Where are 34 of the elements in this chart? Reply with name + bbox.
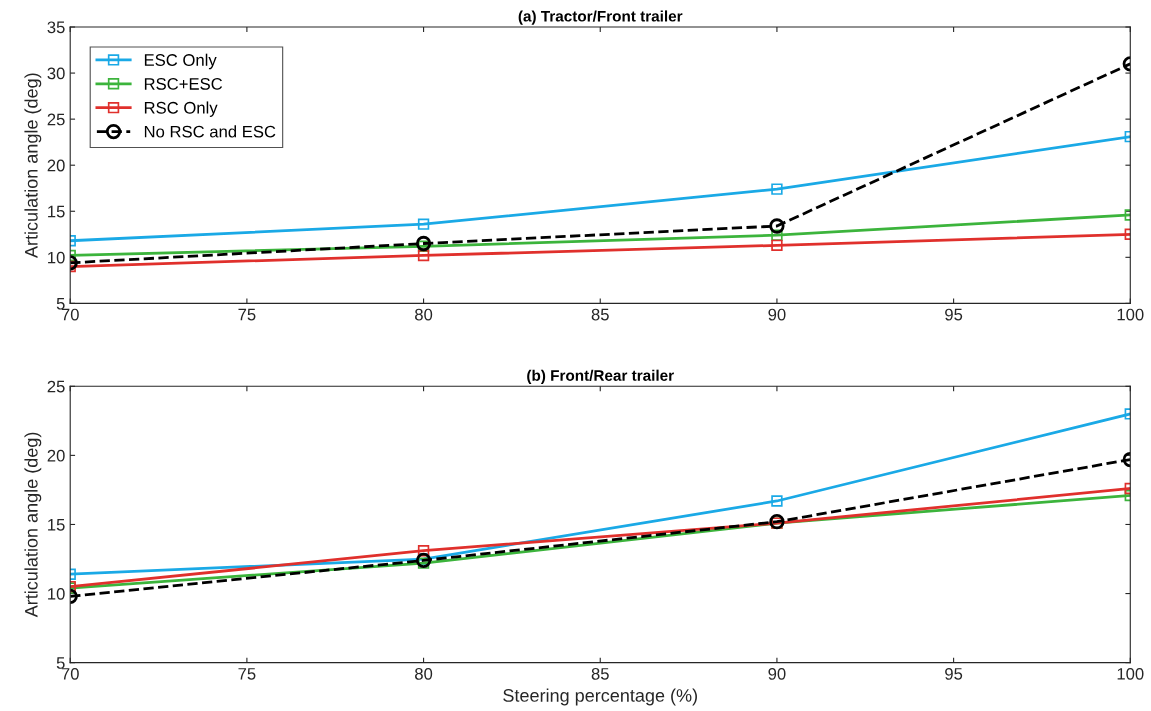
y-tick-label: 15 bbox=[48, 205, 65, 218]
y-axis-title: Articulation angle (deg) bbox=[24, 73, 42, 258]
x-tick-label: 90 bbox=[768, 667, 786, 680]
x-tick-label: 70 bbox=[61, 308, 79, 321]
x-tick-label: 80 bbox=[415, 667, 433, 680]
y-tick-label: 10 bbox=[48, 251, 65, 264]
y-tick-label: 5 bbox=[56, 297, 65, 310]
chart-title: (b) Front/Rear trailer bbox=[527, 369, 674, 384]
legend-label: No RSC and ESC bbox=[144, 125, 276, 138]
x-tick-label: 75 bbox=[238, 308, 256, 321]
x-tick-label: 100 bbox=[1117, 308, 1144, 321]
y-tick-label: 20 bbox=[47, 449, 65, 462]
x-tick-label: 85 bbox=[591, 308, 609, 321]
y-tick-label: 20 bbox=[47, 159, 65, 172]
y-tick-label: 5 bbox=[56, 657, 65, 669]
legend-label: RSC Only bbox=[144, 101, 218, 117]
y-tick-label: 25 bbox=[47, 113, 65, 126]
y-axis-title: Articulation angle (deg) bbox=[24, 432, 42, 618]
x-tick-label: 95 bbox=[945, 308, 963, 321]
legend-label: ESC Only bbox=[144, 53, 217, 70]
y-tick-label: 25 bbox=[47, 380, 65, 393]
y-tick-label: 15 bbox=[48, 519, 65, 531]
y-tick-label: 10 bbox=[48, 587, 65, 600]
x-tick-label: 90 bbox=[768, 308, 786, 321]
x-tick-label: 85 bbox=[591, 667, 609, 680]
x-axis-title: Steering percentage (%) bbox=[503, 688, 697, 706]
y-tick-label: 35 bbox=[47, 21, 65, 34]
legend-label: RSC+ESC bbox=[144, 77, 223, 90]
x-tick-label: 75 bbox=[238, 668, 256, 680]
y-tick-label: 30 bbox=[47, 67, 65, 80]
x-tick-label: 80 bbox=[415, 308, 433, 321]
chart-title: (a) Tractor/Front trailer bbox=[518, 10, 683, 25]
x-tick-label: 95 bbox=[945, 667, 963, 680]
x-tick-label: 100 bbox=[1117, 667, 1144, 680]
